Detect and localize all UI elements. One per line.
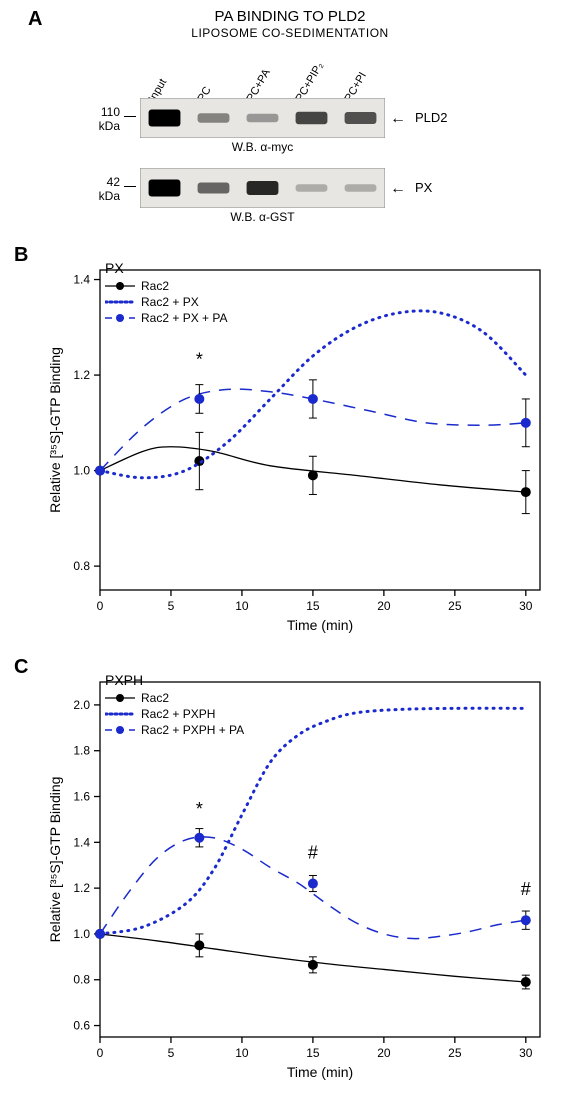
svg-text:1.0: 1.0 bbox=[73, 464, 90, 478]
svg-text:1.4: 1.4 bbox=[73, 835, 90, 849]
panel-b-label: B bbox=[14, 244, 28, 267]
svg-text:0.8: 0.8 bbox=[73, 973, 90, 987]
svg-text:5: 5 bbox=[168, 1046, 175, 1060]
svg-text:1.6: 1.6 bbox=[73, 790, 90, 804]
svg-text:10: 10 bbox=[235, 1046, 249, 1060]
svg-text:0: 0 bbox=[97, 599, 104, 613]
svg-text:*: * bbox=[196, 350, 203, 370]
svg-text:10: 10 bbox=[235, 599, 249, 613]
svg-text:2.0: 2.0 bbox=[73, 698, 90, 712]
blot1-wb-label: W.B. α-myc bbox=[140, 140, 385, 154]
blot1-tick bbox=[124, 116, 136, 117]
svg-text:15: 15 bbox=[306, 599, 320, 613]
svg-text:20: 20 bbox=[377, 1046, 391, 1060]
blot2-kda: 42 kDa bbox=[80, 175, 120, 203]
panel-c-chart: 0 5 10 15 20 25 30 0.6 0.8 1.0 1.2 1.4 1.6 1.8 2.0 Time… bbox=[40, 672, 560, 1087]
blot2-tick bbox=[124, 186, 136, 187]
svg-text:25: 25 bbox=[448, 599, 462, 613]
svg-text:Time (min): Time (min) bbox=[287, 1064, 353, 1080]
svg-text:0.6: 0.6 bbox=[73, 1019, 90, 1033]
blot1-image bbox=[140, 98, 385, 138]
svg-text:30: 30 bbox=[519, 599, 533, 613]
svg-text:Relative [³⁵S]-GTP Binding: Relative [³⁵S]-GTP Binding bbox=[47, 347, 63, 513]
svg-text:Time (min): Time (min) bbox=[287, 617, 353, 633]
blot2-arrow: ← bbox=[390, 180, 406, 198]
svg-text:1.2: 1.2 bbox=[73, 368, 90, 382]
svg-text:15: 15 bbox=[306, 1046, 320, 1060]
panel-c-label: C bbox=[14, 656, 28, 679]
panel-a-title-main: PA BINDING TO PLD2 bbox=[125, 8, 455, 25]
svg-text:25: 25 bbox=[448, 1046, 462, 1060]
blot1-arrow-label: PLD2 bbox=[415, 110, 448, 125]
svg-text:#: # bbox=[308, 842, 318, 862]
blot1-arrow: ← bbox=[390, 110, 406, 128]
blot2-wb-label: W.B. α-GST bbox=[140, 210, 385, 224]
panel-a-label: A bbox=[28, 8, 42, 31]
svg-text:1.2: 1.2 bbox=[73, 881, 90, 895]
panel-b-chart: 0 5 10 15 20 25 30 0.8 1.0 1.2 1.4 Time (min) Relati… bbox=[40, 260, 560, 640]
svg-text:*: * bbox=[196, 799, 203, 819]
blot2-image bbox=[140, 168, 385, 208]
svg-text:1.8: 1.8 bbox=[73, 744, 90, 758]
svg-text:#: # bbox=[521, 879, 531, 899]
svg-text:20: 20 bbox=[377, 599, 391, 613]
panel-a-title-sub: LIPOSOME CO-SEDIMENTATION bbox=[125, 26, 455, 40]
blot1-kda: 110 kDa bbox=[80, 105, 120, 133]
svg-text:Relative [³⁵S]-GTP Binding: Relative [³⁵S]-GTP Binding bbox=[47, 777, 63, 943]
svg-text:1.4: 1.4 bbox=[73, 273, 90, 287]
svg-text:5: 5 bbox=[168, 599, 175, 613]
blot2-arrow-label: PX bbox=[415, 180, 432, 195]
svg-text:1.0: 1.0 bbox=[73, 927, 90, 941]
svg-text:0: 0 bbox=[97, 1046, 104, 1060]
svg-text:0.8: 0.8 bbox=[73, 559, 90, 573]
svg-text:30: 30 bbox=[519, 1046, 533, 1060]
